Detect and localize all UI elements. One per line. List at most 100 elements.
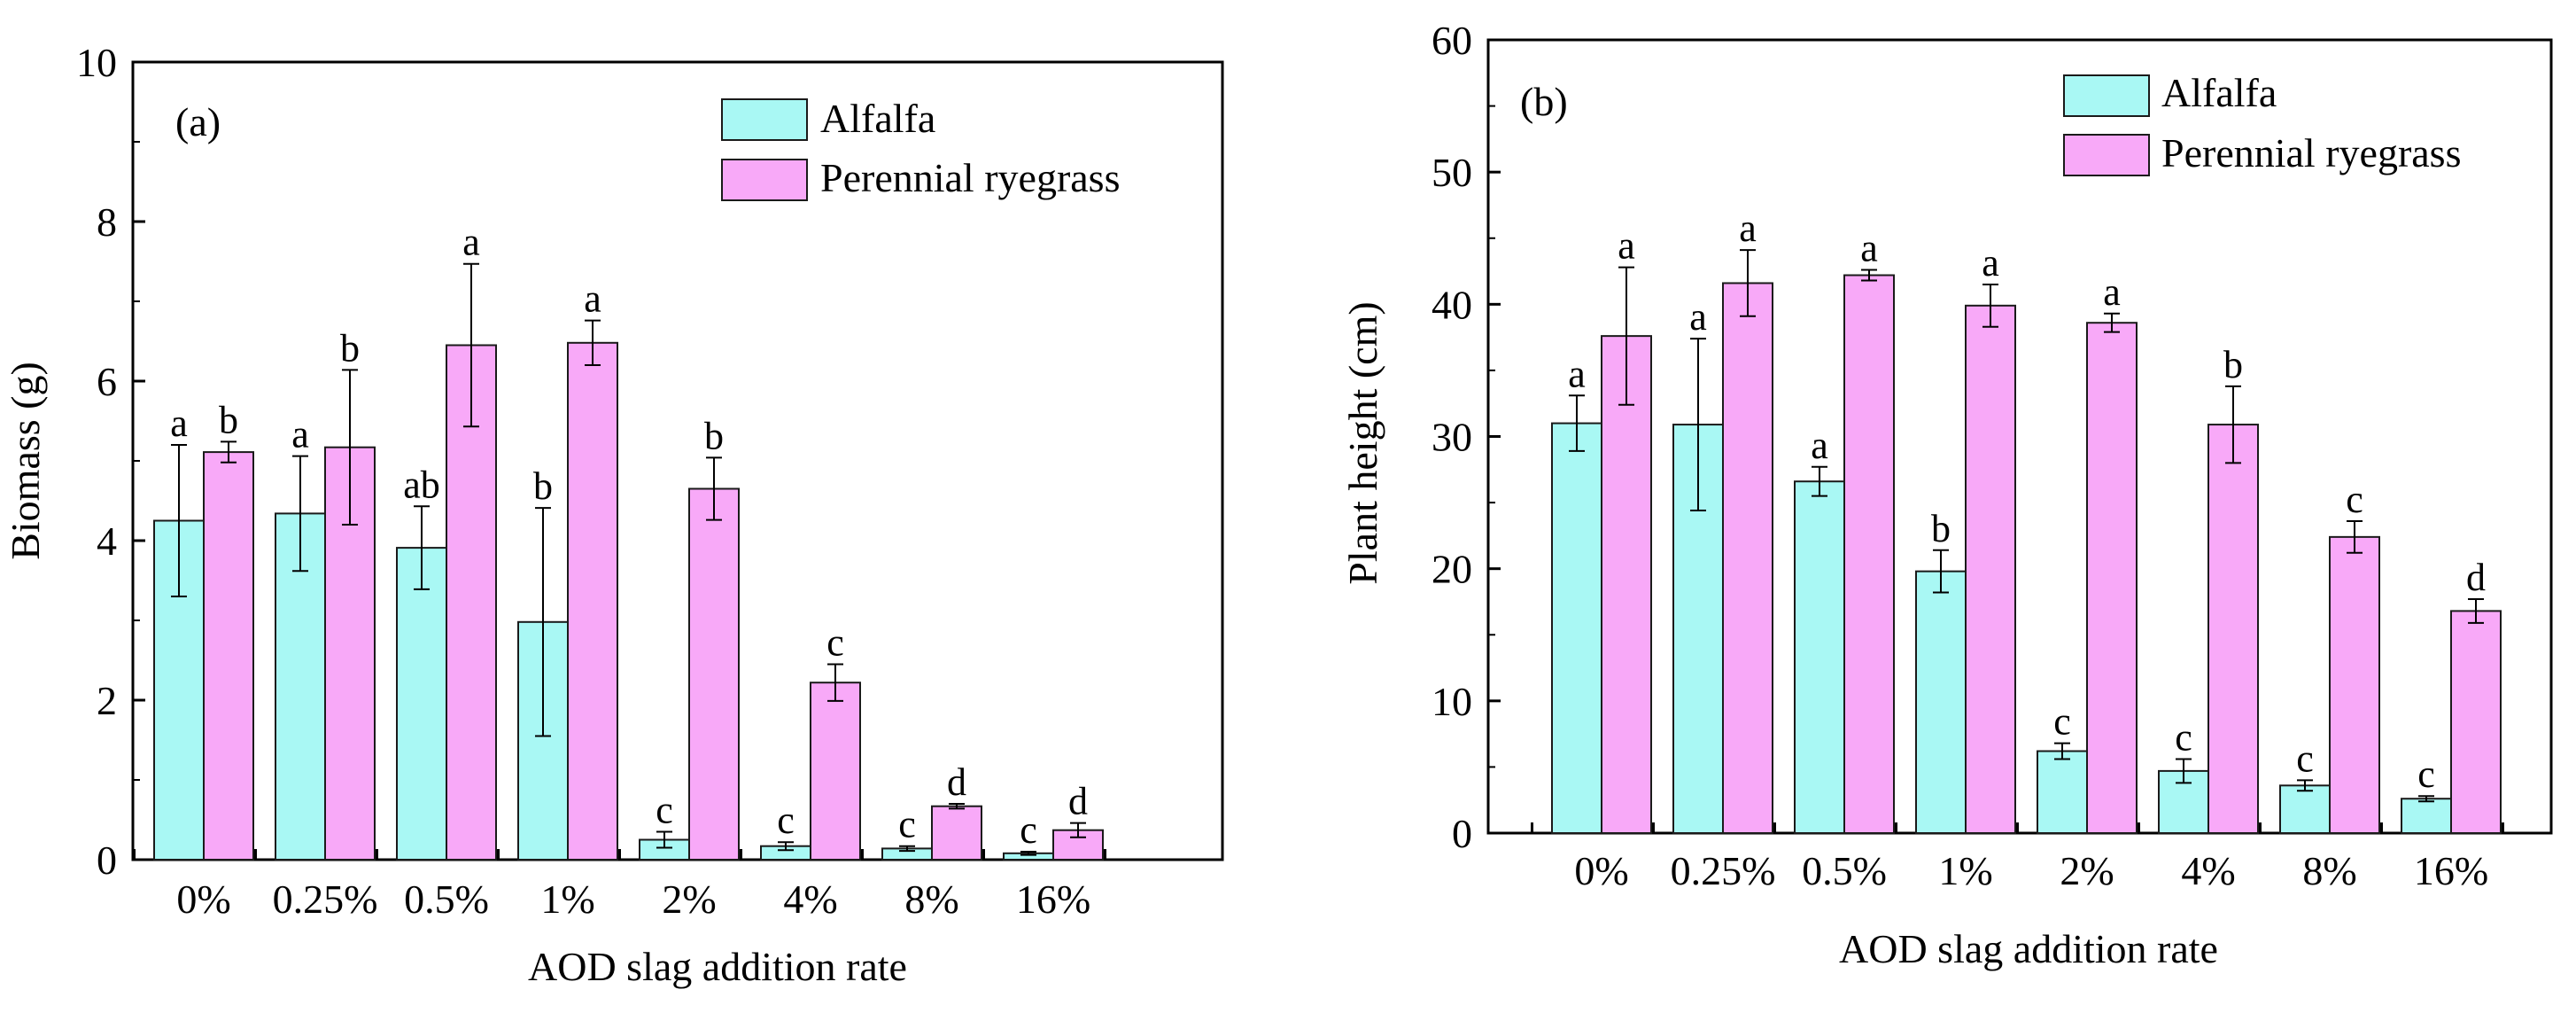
significance-letter: d xyxy=(1068,780,1088,823)
y-axis-label: Plant height (cm) xyxy=(1340,301,1385,584)
bar-alfalfa xyxy=(1915,570,1967,835)
bar-ryegrass xyxy=(931,805,982,861)
panel-label: (b) xyxy=(1520,79,1568,124)
bar-ryegrass xyxy=(567,341,618,861)
significance-letter: c xyxy=(2417,752,2435,796)
x-tick-label: 2% xyxy=(2060,848,2114,893)
significance-letter: a xyxy=(2103,270,2121,314)
x-tick-label: 0% xyxy=(176,877,230,922)
significance-letter: c xyxy=(2175,715,2192,759)
significance-letter: b xyxy=(340,326,360,370)
significance-letter: b xyxy=(2223,343,2243,386)
bar-alfalfa xyxy=(1794,480,1845,834)
legend-label-ryegrass: Perennial ryegrass xyxy=(820,155,1121,200)
bar-group: a a a b c c c c a a a a a b c d xyxy=(1551,206,2502,835)
significance-letter: d xyxy=(2466,556,2486,599)
significance-letter: b xyxy=(704,414,724,457)
y-tick-label: 50 xyxy=(1432,150,1472,195)
legend-swatch-ryegrass xyxy=(721,159,808,201)
significance-letter: a xyxy=(291,413,309,456)
bar-alfalfa xyxy=(2279,784,2331,834)
legend-swatch-alfalfa xyxy=(2063,74,2150,117)
bar-ryegrass xyxy=(203,451,254,861)
bar-alfalfa xyxy=(1551,422,1602,834)
bar-alfalfa xyxy=(396,547,447,861)
legend: Alfalfa Perennial ryegrass xyxy=(2063,70,2462,176)
significance-letter: a xyxy=(1982,241,1999,284)
x-tick-label: 4% xyxy=(783,877,837,922)
bar-ryegrass xyxy=(1843,274,1895,834)
x-tick-label: 0.25% xyxy=(273,877,378,922)
significance-letter: a xyxy=(1860,227,1878,270)
significance-letter: a xyxy=(1689,295,1707,339)
bar-alfalfa xyxy=(2401,798,2452,835)
bar-ryegrass xyxy=(2086,322,2138,834)
bar-ryegrass xyxy=(1965,304,2016,834)
y-tick-label: 4 xyxy=(97,518,117,564)
y-axis-label: Biomass (g) xyxy=(3,362,48,560)
y-tick-label: 6 xyxy=(97,359,117,404)
y-tick-label: 8 xyxy=(97,199,117,245)
significance-letter: a xyxy=(1739,206,1757,250)
x-tick-label: 16% xyxy=(1016,877,1090,922)
significance-letter: a xyxy=(584,277,601,321)
significance-letter: c xyxy=(656,789,673,832)
x-axis-label: AOD slag addition rate xyxy=(1839,926,2218,971)
significance-letter: c xyxy=(898,803,916,846)
significance-letter: a xyxy=(1618,224,1635,268)
x-tick-label: 8% xyxy=(904,877,958,922)
x-tick-label: 0.5% xyxy=(1802,848,1887,893)
y-tick-label: 30 xyxy=(1432,415,1472,460)
bar-ryegrass xyxy=(446,344,497,861)
significance-letter: c xyxy=(777,799,795,842)
x-tick-label: 0.5% xyxy=(404,877,489,922)
bar-ryegrass xyxy=(2329,535,2380,834)
x-axis-label: AOD slag addition rate xyxy=(528,944,907,989)
significance-letter: a xyxy=(1811,424,1828,467)
y-tick-label: 60 xyxy=(1432,18,1472,63)
legend-label-ryegrass: Perennial ryegrass xyxy=(2161,130,2462,175)
panel-label: (a) xyxy=(175,99,221,144)
significance-letter: c xyxy=(2296,736,2314,780)
bar-ryegrass xyxy=(1601,335,1652,834)
x-tick-label: 4% xyxy=(2181,848,2235,893)
x-tick-label: 0% xyxy=(1574,848,1628,893)
significance-letter: c xyxy=(826,621,844,665)
significance-letter: a xyxy=(462,221,480,264)
x-tick-label: 0.25% xyxy=(1671,848,1776,893)
significance-letter: b xyxy=(533,464,553,508)
significance-letter: ab xyxy=(403,463,440,506)
legend-swatch-ryegrass xyxy=(2063,134,2150,176)
significance-letter: a xyxy=(170,401,188,445)
legend-swatch-alfalfa xyxy=(721,98,808,141)
bar-ryegrass xyxy=(688,487,740,861)
axis-ticks: 0 2 4 6 8 10 0% 0.25% 0.5% 1% 2% 4% 8% 16% xyxy=(76,40,1106,922)
significance-letter: b xyxy=(219,398,238,441)
y-tick-label: 2 xyxy=(97,678,117,723)
bar-ryegrass xyxy=(1722,282,1773,834)
bar-ryegrass xyxy=(2450,610,2502,835)
significance-letter: a xyxy=(1568,352,1586,395)
x-tick-label: 2% xyxy=(662,877,716,922)
x-tick-label: 8% xyxy=(2302,848,2356,893)
chart-panel-b: (b) AOD slag addition rate Plant height … xyxy=(1340,18,2553,971)
x-tick-label: 1% xyxy=(540,877,594,922)
significance-letter: c xyxy=(1020,808,1037,852)
y-tick-label: 40 xyxy=(1432,282,1472,327)
y-tick-label: 0 xyxy=(97,838,117,883)
y-tick-label: 20 xyxy=(1432,547,1472,592)
bar-ryegrass xyxy=(2207,424,2259,834)
significance-letter: b xyxy=(1931,507,1951,550)
axis-ticks: 0 10 20 30 40 50 60 0% 0.25% 0.5% 1% 2% 4% 8% 16% xyxy=(1432,18,2504,893)
y-tick-label: 0 xyxy=(1452,811,1472,856)
legend: Alfalfa Perennial ryegrass xyxy=(721,96,1121,201)
x-tick-label: 16% xyxy=(2414,848,2488,893)
bar-ryegrass xyxy=(810,682,861,861)
y-tick-label: 10 xyxy=(76,40,117,85)
significance-letter: c xyxy=(2053,700,2071,744)
legend-label-alfalfa: Alfalfa xyxy=(2161,70,2277,115)
legend-label-alfalfa: Alfalfa xyxy=(820,96,935,141)
y-tick-label: 10 xyxy=(1432,679,1472,724)
